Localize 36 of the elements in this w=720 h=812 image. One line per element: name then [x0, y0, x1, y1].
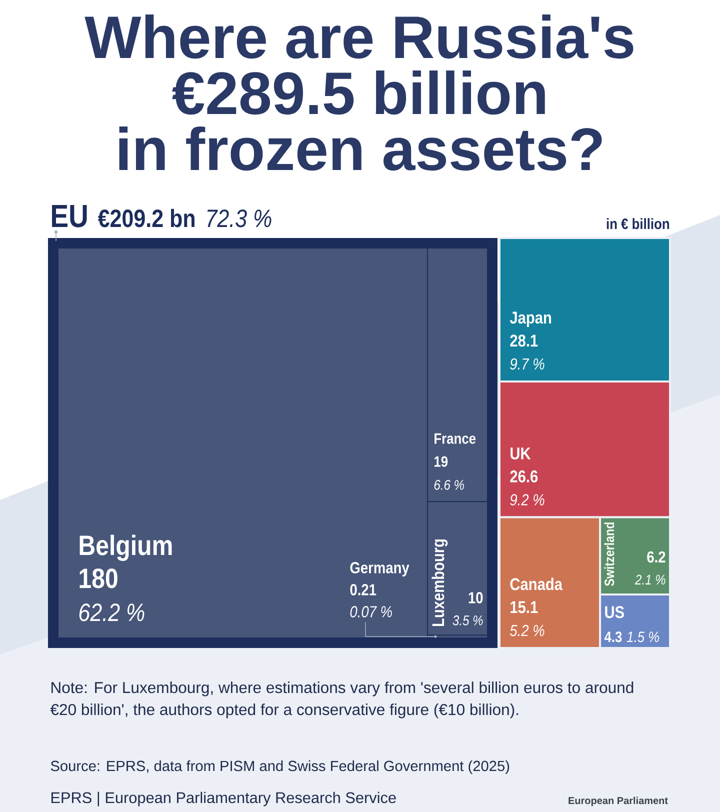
category-label: Belgium — [80, 534, 172, 561]
text: 1.5 % — [626, 632, 660, 642]
category-label: Japan — [510, 312, 552, 328]
data-label: 4.3 — [604, 632, 622, 642]
category-label: France — [434, 433, 476, 444]
data-label: 6.2 — [647, 551, 666, 563]
text: 0.07 % — [350, 606, 392, 618]
text: 9.7 % — [510, 358, 544, 370]
text: EPRS | European Parliamentary Research Service — [51, 792, 396, 806]
text: €209.2 bn — [98, 208, 194, 228]
data-label: 180 — [80, 568, 118, 588]
text: 72.3 % — [207, 210, 272, 228]
series-label: EU — [52, 205, 87, 228]
source-note: Source: EPRS, data from PISM and Swiss Federal Government (2025) — [50, 760, 510, 774]
category-label: Germany — [350, 562, 410, 577]
data-label: 28.1 — [510, 334, 538, 347]
category-label: Luxembourg — [432, 539, 448, 626]
text: 62.2 % — [79, 604, 144, 622]
data-label: 15.1 — [510, 601, 538, 614]
data-label: 10 — [468, 592, 483, 604]
data-label: 26.6 — [510, 470, 538, 482]
category-label: UK — [510, 448, 531, 460]
text: in € billion — [606, 218, 670, 230]
data-label: 0.21 — [350, 584, 376, 596]
category-label: Switzerland — [604, 522, 614, 586]
text: 2.1 % — [634, 574, 666, 585]
category-label: Canada — [510, 578, 563, 590]
text: 6.6 % — [434, 480, 464, 490]
data-label: 19 — [434, 456, 448, 467]
text: 9.2 % — [510, 494, 544, 506]
text: European Parliament — [568, 796, 668, 806]
text: Note: For Luxembourg, where estimations vary from 'several billion euros to around €20 billion', the authors opted for a conservative figure (€10 billion). — [50, 682, 634, 718]
category-label: US — [605, 606, 624, 618]
text: 3.5 % — [452, 615, 483, 626]
text: 5.2 % — [510, 624, 544, 636]
text: Where are Russia's €289.5 billion in frozen assets? — [84, 14, 634, 171]
